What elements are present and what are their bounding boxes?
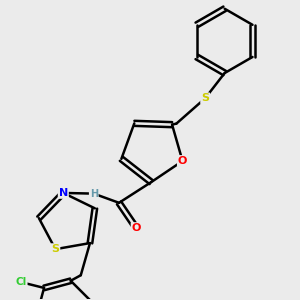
Text: O: O: [132, 223, 141, 233]
Text: N: N: [59, 188, 68, 198]
Text: S: S: [201, 93, 209, 103]
Text: Cl: Cl: [16, 277, 27, 287]
Text: O: O: [178, 156, 187, 166]
Text: S: S: [51, 244, 59, 254]
Text: H: H: [90, 189, 98, 199]
